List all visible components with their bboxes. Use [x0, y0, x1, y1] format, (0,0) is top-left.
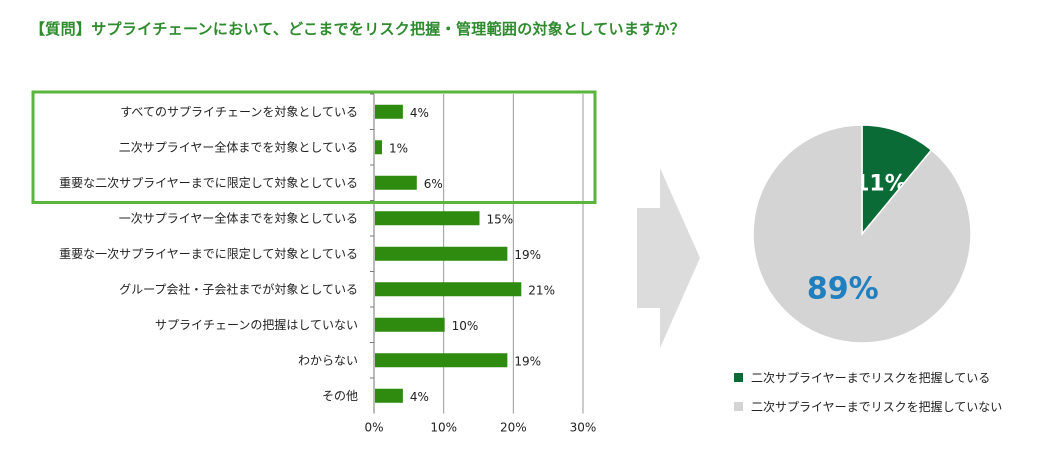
- bar: [375, 140, 382, 155]
- bar: [375, 104, 403, 119]
- category-label: 重要な一次サプライヤーまでに限定して対象としている: [59, 246, 358, 261]
- pie-slice: [861, 124, 933, 237]
- bar-value-label: 1%: [389, 141, 408, 155]
- bar-value-label: 10%: [452, 319, 479, 333]
- category-label: 一次サプライヤー全体までを対象としている: [119, 210, 358, 225]
- bar: [375, 175, 417, 190]
- pie-slice: [752, 124, 972, 344]
- bar: [375, 246, 508, 261]
- legend-swatch: [734, 402, 743, 411]
- category-label: グループ会社・子会社までが対象としている: [119, 281, 358, 296]
- highlight-box: [31, 90, 597, 204]
- legend-swatch: [734, 373, 743, 382]
- x-tick-label: 10%: [430, 421, 457, 435]
- bar: [375, 317, 445, 332]
- bar-value-label: 4%: [410, 106, 429, 120]
- bar-value-label: 4%: [410, 390, 429, 404]
- pie-legend: 二次サプライヤーまでリスクを把握している二次サプライヤーまでリスクを把握していな…: [734, 370, 1002, 414]
- category-label: その他: [322, 389, 358, 403]
- question-title: 【質問】サプライチェーンにおいて、どこまでをリスク把握・管理範囲の対象としていま…: [30, 20, 686, 38]
- bar-value-label: 21%: [528, 283, 555, 297]
- legend-label: 二次サプライヤーまでリスクを把握している: [751, 370, 990, 385]
- bar-chart: 0% 10% 20% 30% すべてのサプライチェーンを対象としている 4% 二次サプライヤ…: [31, 90, 597, 435]
- bar-value-label: 15%: [487, 212, 514, 226]
- category-label: わからない: [298, 353, 358, 367]
- x-tick-label: 0%: [364, 421, 383, 435]
- x-tick-label: 30%: [570, 421, 597, 435]
- bar-value-label: 19%: [514, 354, 541, 368]
- pie-slice-label: 89%: [807, 271, 879, 306]
- bar: [375, 353, 508, 368]
- bar: [375, 282, 522, 297]
- category-label: サプライチェーンの把握はしていない: [155, 317, 358, 332]
- arrow-shape: [637, 168, 700, 348]
- legend-label: 二次サプライヤーまでリスクを把握していない: [751, 399, 1002, 414]
- category-label: すべてのサプライチェーンを対象としている: [120, 105, 358, 119]
- category-label: 重要な二次サプライヤーまでに限定して対象としている: [59, 175, 358, 190]
- bar-value-label: 19%: [514, 248, 541, 262]
- bar-value-label: 6%: [424, 177, 443, 191]
- bar: [375, 388, 403, 403]
- x-tick-label: 20%: [500, 421, 527, 435]
- bar: [375, 211, 480, 226]
- pie-chart: 11%89%: [752, 124, 972, 344]
- category-label: 二次サプライヤー全体までを対象としている: [119, 139, 358, 154]
